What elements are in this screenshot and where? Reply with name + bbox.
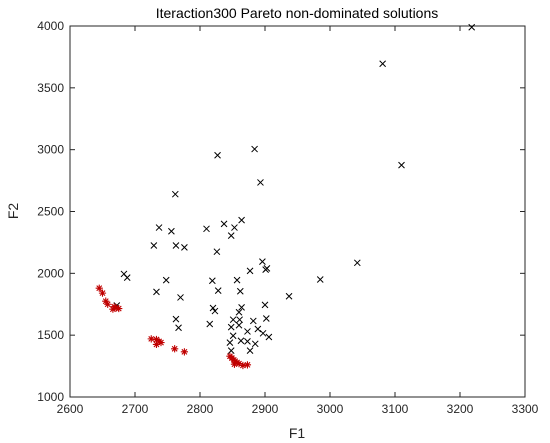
data-point-x-marker — [227, 347, 235, 354]
y-tick-label: 4000 — [37, 19, 64, 33]
data-point-x-marker — [227, 323, 235, 331]
data-point-x-marker — [123, 274, 131, 282]
data-point-star-marker — [147, 335, 155, 343]
data-point-x-marker — [249, 317, 257, 325]
plot-area — [69, 25, 526, 398]
data-point-x-marker — [244, 328, 251, 335]
y-tick-label: 3000 — [37, 143, 64, 157]
data-point-x-marker — [244, 337, 251, 345]
y-tick-label: 3500 — [37, 81, 64, 95]
data-point-x-marker — [237, 337, 245, 345]
y-tick-label: 2000 — [37, 266, 64, 280]
data-point-x-marker — [231, 224, 238, 231]
x-tick-label: 3000 — [317, 402, 344, 416]
data-point-x-marker — [209, 304, 217, 312]
y-tick-label: 1500 — [37, 328, 64, 342]
data-point-star-marker — [171, 345, 179, 353]
data-point-x-marker — [246, 267, 254, 275]
x-tick-label: 2800 — [187, 402, 214, 416]
x-axis-label: F1 — [289, 425, 306, 441]
data-point-x-marker — [226, 339, 234, 346]
data-point-x-marker — [316, 276, 324, 283]
data-point-x-marker — [172, 242, 180, 249]
data-point-x-marker — [229, 316, 237, 324]
data-point-x-marker — [259, 329, 267, 337]
data-point-star-marker — [109, 305, 117, 313]
data-point-star-marker — [98, 289, 107, 297]
data-point-x-marker — [214, 287, 222, 295]
data-point-x-marker — [162, 276, 170, 284]
data-point-x-marker — [254, 325, 262, 333]
data-point-star-marker — [115, 304, 123, 313]
data-point-x-marker — [285, 292, 293, 300]
data-point-x-marker — [236, 287, 244, 295]
chart-title: Iteraction300 Pareto non-dominated solut… — [156, 5, 439, 21]
data-point-x-marker — [238, 216, 245, 224]
data-point-star-marker — [180, 348, 188, 356]
data-point-star-marker — [102, 297, 110, 305]
data-point-star-marker — [239, 361, 247, 370]
data-point-x-marker — [259, 258, 266, 265]
x-tick-label: 3200 — [447, 402, 474, 416]
data-point-x-marker — [211, 307, 219, 315]
data-point-x-marker — [353, 259, 361, 267]
data-point-x-marker — [262, 315, 270, 322]
y-axis-label: F2 — [5, 203, 21, 220]
y-tick-label: 2500 — [37, 205, 64, 219]
data-point-x-marker — [177, 294, 184, 301]
y-tick-label: 1000 — [37, 390, 64, 404]
data-point-x-marker — [203, 225, 210, 233]
data-point-x-marker — [206, 320, 214, 328]
data-point-x-marker — [150, 242, 158, 249]
data-point-x-marker — [233, 276, 241, 284]
data-point-x-marker — [181, 244, 188, 251]
data-point-x-marker — [168, 227, 175, 235]
x-tick-label: 3300 — [512, 402, 539, 416]
data-point-x-marker — [379, 60, 387, 68]
data-point-x-marker — [261, 301, 269, 309]
data-point-x-marker — [398, 161, 405, 169]
data-point-x-marker — [235, 321, 243, 329]
data-point-x-marker — [208, 277, 216, 285]
x-tick-label: 2700 — [122, 402, 149, 416]
data-point-x-marker — [238, 303, 245, 311]
data-point-x-marker — [153, 288, 160, 296]
data-point-star-marker — [243, 361, 252, 369]
data-point-star-marker — [157, 338, 165, 347]
data-point-x-marker — [214, 151, 221, 159]
data-point-star-marker — [230, 360, 239, 368]
data-point-star-marker — [104, 300, 112, 308]
data-point-x-marker — [171, 190, 179, 198]
data-point-x-marker — [236, 316, 244, 324]
data-point-x-marker — [263, 265, 271, 272]
data-point-x-marker — [175, 324, 182, 332]
data-point-x-marker — [220, 220, 228, 228]
x-tick-label: 2600 — [57, 402, 84, 416]
data-point-x-marker — [468, 23, 476, 31]
data-point-x-marker — [246, 347, 254, 354]
x-tick-label: 2900 — [252, 402, 279, 416]
data-point-x-marker — [229, 332, 237, 340]
data-point-star-marker — [235, 360, 243, 368]
axis-ticks: 2600 2700 2800 2900 3000 3100 3200 3300 1000 1500… — [37, 19, 538, 416]
data-point-x-marker — [251, 340, 259, 348]
data-point-star-marker — [112, 304, 120, 312]
data-point-x-marker — [265, 333, 273, 341]
data-point-x-marker — [251, 145, 258, 153]
data-point-x-marker — [155, 224, 163, 231]
data-point-x-marker — [213, 248, 221, 256]
data-point-star-marker — [152, 340, 161, 349]
data-points — [95, 23, 476, 370]
data-point-x-marker — [235, 308, 243, 316]
data-point-x-marker — [227, 232, 235, 239]
data-point-star-marker — [95, 284, 103, 292]
data-point-x-marker — [257, 179, 264, 186]
x-tick-label: 3100 — [382, 402, 409, 416]
data-point-x-marker — [172, 315, 180, 323]
